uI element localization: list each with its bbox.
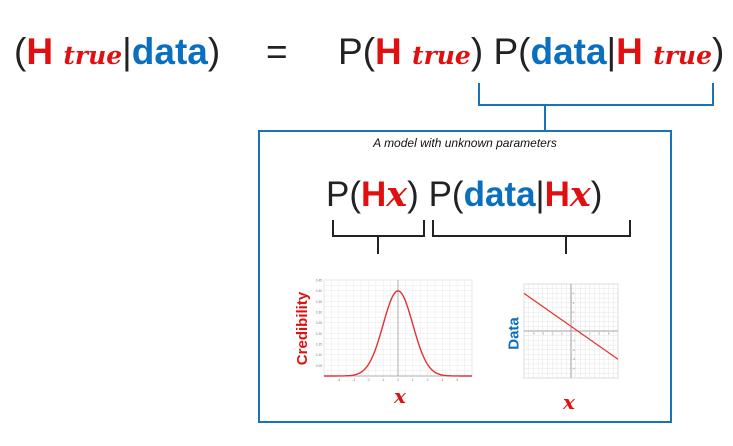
model-likelihood-h-symbol: H xyxy=(544,175,570,214)
y-tick-label: -2 xyxy=(573,348,576,352)
prior-open-paren: ( xyxy=(362,31,376,72)
likelihood-open-paren: ( xyxy=(518,31,531,72)
x-tick-label: -3 xyxy=(352,378,355,382)
prior-likelihood-expression: P(H true) P(data|H true) xyxy=(338,22,724,82)
y-tick-label: 0.05 xyxy=(316,364,322,368)
equals-sign: = xyxy=(266,31,288,72)
y-tick-label: 0.10 xyxy=(316,353,322,357)
likelihood-hypothesis-symbol: H xyxy=(616,31,643,72)
y-tick-label: 3 xyxy=(573,301,575,305)
model-likelihood-x-symbol: x xyxy=(569,174,591,215)
x-tick-label: 2 xyxy=(427,378,429,382)
prior-close-paren: ) xyxy=(470,31,484,72)
y-tick-label: 0.15 xyxy=(316,343,322,347)
model-prior-h-symbol: H xyxy=(361,175,387,214)
close-paren: ) xyxy=(207,31,221,72)
model-likelihood-p-letter: P xyxy=(428,175,452,214)
x-tick-label: -1 xyxy=(560,332,563,336)
prior-p-letter: P xyxy=(338,31,363,72)
y-tick-label: 1 xyxy=(573,320,575,324)
y-tick-label: -4 xyxy=(573,367,576,371)
model-box: A model with unknown parameters P(Hx) P(… xyxy=(258,130,672,423)
x-tick-label: -1 xyxy=(382,378,385,382)
model-likelihood-data-term: data xyxy=(463,175,536,214)
x-tick-label: -3 xyxy=(542,332,545,336)
x-tick-label: 3 xyxy=(442,378,444,382)
model-prior-x-symbol: x xyxy=(386,174,408,215)
x-tick-label: -4 xyxy=(337,378,340,382)
model-prior-open-paren: ( xyxy=(349,175,362,214)
data-chart: -4-4-3-3-2-2-1-111223344 xyxy=(523,283,619,379)
prior-hypothesis-symbol: H xyxy=(375,31,402,72)
x-tick-label: 0 xyxy=(397,378,399,382)
likelihood-given-bar: | xyxy=(606,31,617,72)
likelihood-data-term: data xyxy=(530,31,607,72)
data-term: data xyxy=(131,31,208,72)
y-tick-label: 0.30 xyxy=(316,311,322,315)
y-tick-label: 2 xyxy=(573,310,575,314)
true-subscript: true xyxy=(63,41,123,70)
credibility-x-label: x xyxy=(394,384,406,408)
prior-bracket xyxy=(332,220,425,254)
x-tick-label: 3 xyxy=(598,332,600,336)
model-prior-p-letter: P xyxy=(326,175,350,214)
model-likelihood-bracket xyxy=(432,220,631,254)
likelihood-p-letter: P xyxy=(493,31,519,72)
y-tick-label: 0.20 xyxy=(316,332,322,336)
x-tick-label: 4 xyxy=(608,332,610,336)
x-tick-label: -2 xyxy=(551,332,554,336)
credibility-curve xyxy=(324,290,472,377)
y-tick-label: 0.40 xyxy=(316,289,322,293)
x-tick-label: -4 xyxy=(532,332,535,336)
data-axis-label: Data xyxy=(505,317,523,350)
y-tick-label: 0.45 xyxy=(316,279,322,283)
model-likelihood-close-paren: ) xyxy=(590,175,603,214)
model-likelihood-given-bar: | xyxy=(535,175,545,214)
y-tick-label: 0.35 xyxy=(316,300,322,304)
prior-true-subscript: true xyxy=(412,41,471,70)
x-tick-label: 4 xyxy=(456,378,458,382)
data-trend-line xyxy=(523,292,619,360)
y-tick-label: -3 xyxy=(573,357,576,361)
y-tick-label: 4 xyxy=(573,291,575,295)
model-prior-close-paren: ) xyxy=(407,175,419,214)
credibility-axis-label: Credibility xyxy=(294,291,311,366)
likelihood-bracket xyxy=(478,83,714,130)
likelihood-close-paren: ) xyxy=(712,31,725,72)
x-tick-label: -2 xyxy=(367,378,370,382)
open-paren: ( xyxy=(14,31,27,72)
hypothesis-symbol: H xyxy=(26,31,54,72)
x-tick-label: 2 xyxy=(589,332,591,336)
credibility-chart: 0.05 0.10 0.15 0.20 0.25 0.30 0.35 0.40 0.45 -4 -3… xyxy=(316,279,473,382)
model-caption: A model with unknown parameters xyxy=(373,136,557,150)
given-bar: | xyxy=(122,31,132,72)
posterior-expression: (H true|data) xyxy=(14,22,220,82)
x-tick-label: 1 xyxy=(412,378,414,382)
y-tick-label: -1 xyxy=(573,338,576,342)
model-expression: P(Hx) P(data|Hx) xyxy=(326,170,602,220)
y-tick-label: 0.25 xyxy=(316,321,322,325)
data-x-label: x xyxy=(563,390,575,414)
model-likelihood-open-paren: ( xyxy=(451,175,464,214)
likelihood-true-subscript: true xyxy=(653,41,712,70)
